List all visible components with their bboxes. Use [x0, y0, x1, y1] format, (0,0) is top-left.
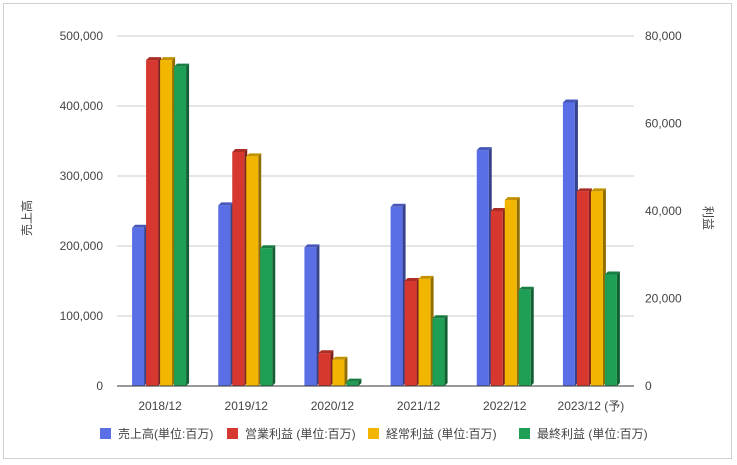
- gridlines: [117, 35, 634, 317]
- bar: [404, 278, 420, 386]
- left-tick-label: 200,000: [60, 239, 104, 253]
- legend-item: 経常利益 (単位:百万): [368, 426, 497, 441]
- x-tick-label: 2019/12: [225, 399, 269, 413]
- bar: [174, 63, 190, 386]
- left-tick-label: 100,000: [60, 309, 104, 323]
- legend-item: 売上高(単位:百万): [100, 426, 213, 441]
- bar: [432, 315, 448, 386]
- bar-chart: 0 100,000 200,000 300,000 400,000 500,000 0 20…: [19, 29, 715, 441]
- right-tick-label: 80,000: [645, 29, 682, 43]
- bar: [576, 188, 592, 386]
- left-tick-label: 400,000: [60, 99, 104, 113]
- legend-swatch: [100, 428, 111, 439]
- x-tick-label: 2022/12: [483, 399, 527, 413]
- bar: [160, 57, 176, 386]
- bar: [218, 202, 234, 386]
- x-tick-label: 2023/12 (予): [558, 399, 625, 413]
- bar: [604, 271, 620, 386]
- left-axis-label: 売上高: [19, 200, 34, 236]
- bar: [332, 356, 348, 386]
- bar: [476, 147, 492, 386]
- legend-item: 営業利益 (単位:百万): [227, 426, 356, 441]
- legend-item: 最終利益 (単位:百万): [519, 426, 648, 441]
- bar: [318, 350, 334, 386]
- x-tick-label: 2018/12: [138, 399, 182, 413]
- right-axis-ticks: 0 20,000 40,000 60,000 80,000: [645, 29, 682, 393]
- right-tick-label: 60,000: [645, 117, 682, 131]
- bar: [504, 197, 520, 386]
- bar: [132, 224, 148, 386]
- legend-label: 営業利益 (単位:百万): [245, 426, 356, 441]
- bar: [304, 244, 320, 386]
- legend-label: 最終利益 (単位:百万): [537, 426, 648, 441]
- legend: 売上高(単位:百万) 営業利益 (単位:百万) 経常利益 (単位:百万) 最終利益 (…: [100, 426, 648, 441]
- bar: [346, 378, 362, 386]
- x-tick-label: 2020/12: [311, 399, 355, 413]
- right-axis-label: 利益: [701, 206, 715, 230]
- x-tick-label: 2021/12: [397, 399, 441, 413]
- bar: [418, 275, 434, 386]
- bar: [260, 245, 276, 386]
- legend-swatch: [368, 428, 379, 439]
- legend-label: 経常利益 (単位:百万): [386, 426, 497, 441]
- bar: [590, 188, 606, 386]
- legend-swatch: [227, 428, 238, 439]
- left-tick-label: 500,000: [60, 29, 104, 43]
- legend-swatch: [519, 428, 530, 439]
- left-tick-label: 300,000: [60, 169, 104, 183]
- left-tick-label: 0: [96, 379, 103, 393]
- chart-container: 0 100,000 200,000 300,000 400,000 500,000 0 20…: [3, 3, 732, 459]
- bars: [132, 57, 620, 386]
- bar: [390, 203, 406, 386]
- right-tick-label: 40,000: [645, 204, 682, 218]
- bar: [246, 153, 262, 386]
- bar: [232, 148, 248, 386]
- legend-label: 売上高(単位:百万): [118, 426, 213, 441]
- bar: [562, 99, 578, 386]
- bar: [490, 208, 506, 386]
- bar: [146, 57, 162, 386]
- right-tick-label: 20,000: [645, 292, 682, 306]
- left-axis-ticks: 0 100,000 200,000 300,000 400,000 500,000: [60, 29, 104, 393]
- x-axis-ticks: 2018/12 2019/12 2020/12 2021/12 2022/12 2023/…: [138, 399, 624, 413]
- bar: [518, 286, 534, 386]
- right-tick-label: 0: [645, 379, 652, 393]
